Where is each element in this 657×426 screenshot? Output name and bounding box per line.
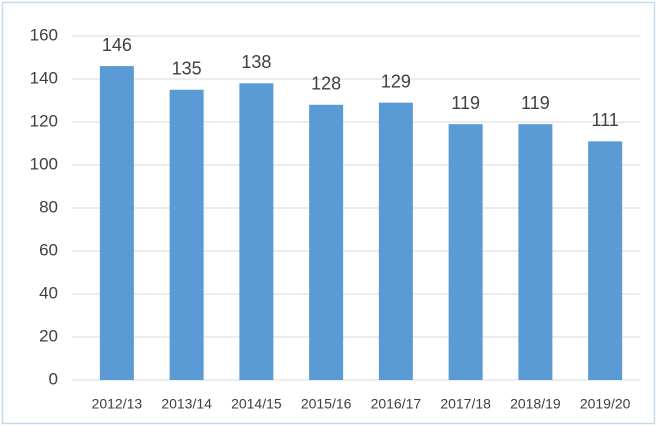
y-tick-label: 0 xyxy=(49,369,58,388)
bar xyxy=(239,83,274,381)
y-tick-label: 100 xyxy=(30,154,58,173)
bar xyxy=(518,124,553,381)
data-label: 146 xyxy=(102,35,132,55)
data-label: 119 xyxy=(521,93,550,113)
data-label: 128 xyxy=(311,74,341,94)
data-label: 119 xyxy=(451,93,480,113)
y-tick-label: 60 xyxy=(39,240,58,259)
bar xyxy=(169,89,204,380)
y-tick-label: 160 xyxy=(30,25,58,44)
y-tick-label: 120 xyxy=(30,111,58,130)
y-tick-label: 20 xyxy=(39,326,58,345)
bar xyxy=(99,66,134,380)
data-label: 135 xyxy=(172,59,202,79)
y-tick-label: 40 xyxy=(39,283,58,302)
bar xyxy=(309,104,344,381)
x-tick-label: 2016/17 xyxy=(371,396,422,412)
data-label: 129 xyxy=(381,71,411,91)
y-tick-label: 80 xyxy=(39,197,58,216)
y-tick-label: 140 xyxy=(30,68,58,87)
x-tick-label: 2017/18 xyxy=(440,396,491,412)
data-label: 111 xyxy=(591,110,618,130)
x-tick-label: 2015/16 xyxy=(301,396,352,412)
bar xyxy=(588,141,623,380)
x-tick-label: 2019/20 xyxy=(580,396,631,412)
data-label: 138 xyxy=(241,52,271,72)
x-tick-label: 2013/14 xyxy=(161,396,212,412)
x-tick-label: 2012/13 xyxy=(92,396,143,412)
x-tick-label: 2014/15 xyxy=(231,396,282,412)
bar xyxy=(378,102,413,381)
bar xyxy=(448,124,483,381)
x-tick-label: 2018/19 xyxy=(510,396,561,412)
